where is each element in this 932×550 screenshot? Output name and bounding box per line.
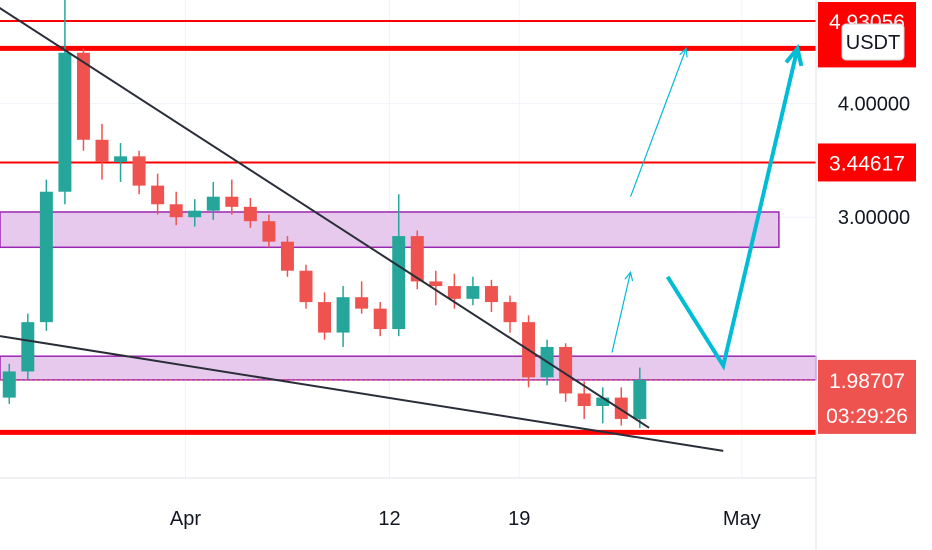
x-tick-label: Apr — [170, 508, 201, 530]
candle-body — [503, 302, 517, 323]
candle-body — [373, 308, 387, 330]
candle-body — [225, 196, 239, 207]
horizontal-levels — [0, 20, 816, 435]
price-tag-bg — [818, 143, 916, 182]
y-tick-label: 4.00000 — [838, 94, 910, 116]
trendlines — [0, 7, 724, 452]
candle-body — [58, 52, 72, 192]
price-label-tag: 1.98707 03:29:26 — [818, 359, 916, 434]
projections — [611, 43, 804, 371]
candle-body — [318, 302, 332, 333]
candle-body — [76, 52, 90, 140]
candle-body — [447, 286, 461, 299]
candle-body — [410, 236, 424, 282]
candle-body — [577, 393, 591, 406]
current-price-value: 1.98707 — [829, 370, 905, 393]
trendline — [0, 335, 724, 452]
quote-currency-label: USDT — [846, 32, 900, 54]
zone-rect — [0, 355, 817, 381]
candle-body — [355, 297, 369, 309]
y-axis-ticks: 4.00000 3.00000 — [838, 94, 910, 230]
candle-body — [280, 241, 294, 271]
price-tag-value: 3.44617 — [829, 152, 905, 175]
candle-body — [39, 191, 53, 323]
x-tick-label: May — [723, 508, 761, 530]
candle-body — [596, 397, 610, 406]
candle-body — [2, 371, 16, 398]
projection-arrowhead — [784, 43, 804, 67]
projection-path — [629, 48, 687, 197]
projection-path — [611, 272, 632, 353]
quote-currency-badge-bg — [841, 23, 905, 61]
candle-body — [392, 236, 406, 330]
quote-currency-badge[interactable]: USDT — [841, 23, 905, 61]
candles — [2, 0, 647, 428]
candle-body — [21, 322, 35, 372]
candle-body — [169, 204, 183, 218]
x-tick-label: 19 — [508, 508, 530, 530]
candle-body — [484, 286, 498, 303]
candle-body — [206, 196, 220, 211]
projection-arrowhead — [679, 47, 688, 58]
candle-body — [633, 379, 647, 419]
candle-body — [614, 397, 628, 419]
projection-path — [665, 47, 800, 371]
candle-body — [151, 185, 165, 205]
x-axis-ticks: Apr 12 19 May — [170, 508, 761, 530]
candle-body — [466, 286, 480, 299]
trendline — [0, 7, 650, 429]
candle-body — [299, 270, 313, 303]
projection-arrowhead — [624, 270, 634, 282]
zones — [0, 211, 817, 381]
candle-body — [132, 156, 146, 186]
y-tick-label: 3.00000 — [838, 207, 910, 229]
candle-body — [188, 210, 202, 218]
candle-body — [262, 221, 276, 242]
current-price-tag-bg — [818, 359, 916, 434]
candle-body — [429, 281, 443, 287]
candle-body — [114, 156, 128, 163]
countdown-timer: 03:29:26 — [826, 405, 908, 428]
candle-body — [559, 346, 573, 394]
zone-rect — [0, 211, 780, 249]
price-label-tag: 3.44617 — [818, 143, 916, 182]
candle-body — [95, 139, 109, 163]
x-tick-label: 12 — [378, 508, 400, 530]
candle-body — [336, 297, 350, 333]
candle-body — [243, 206, 257, 222]
